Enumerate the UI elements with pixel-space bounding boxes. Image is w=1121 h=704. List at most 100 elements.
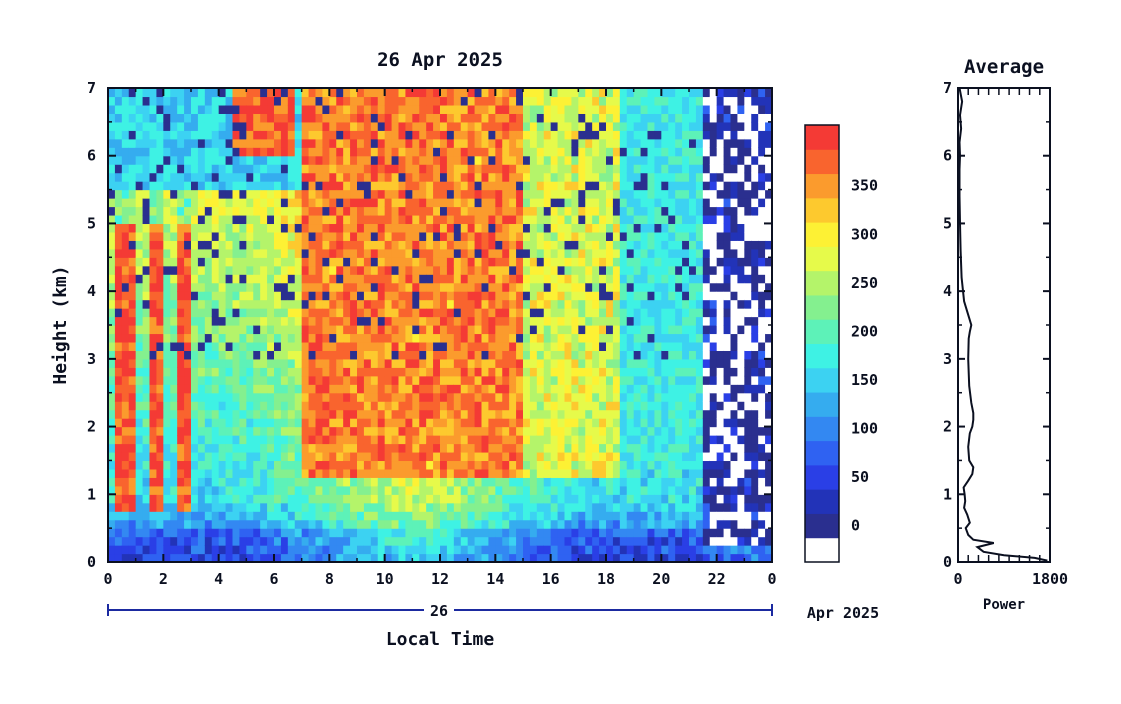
heatmap-cell <box>274 231 282 241</box>
heatmap-cell <box>661 104 669 114</box>
heatmap-cell <box>350 138 358 148</box>
heatmap-cell <box>495 299 503 309</box>
heatmap-cell <box>571 511 579 521</box>
heatmap-cell <box>550 206 559 216</box>
heatmap-cell <box>488 468 496 478</box>
heatmap-cell <box>626 418 635 428</box>
heatmap-cell <box>488 240 496 250</box>
heatmap-cell <box>661 88 669 98</box>
heatmap-cell <box>523 130 531 140</box>
heatmap-cell <box>626 274 635 284</box>
heatmap-cell <box>108 325 116 335</box>
heatmap-cell <box>619 528 628 538</box>
heatmap-cell <box>412 104 420 114</box>
heatmap-cell <box>585 553 593 563</box>
heatmap-cell <box>426 418 434 428</box>
heatmap-cell <box>433 198 441 208</box>
heatmap-cell <box>502 316 510 326</box>
heatmap-cell <box>170 519 178 529</box>
heatmap-cell <box>523 502 531 512</box>
heatmap-cell <box>274 401 282 411</box>
heatmap-cell <box>564 511 573 521</box>
heatmap-cell <box>163 536 171 546</box>
heatmap-cell <box>398 274 407 284</box>
heatmap-cell <box>612 418 621 428</box>
heatmap-cell <box>370 494 379 504</box>
heatmap-cell <box>184 435 192 445</box>
heatmap-cell <box>709 96 718 106</box>
heatmap-cell <box>135 511 144 521</box>
heatmap-cell <box>225 138 234 148</box>
heatmap-cell <box>391 392 400 402</box>
heatmap-cell <box>405 333 413 343</box>
heatmap-cell <box>695 392 704 402</box>
heatmap-cell <box>204 130 213 140</box>
heatmap-cell <box>675 375 683 385</box>
heatmap-cell <box>218 282 227 292</box>
heatmap-cell <box>633 528 642 538</box>
heatmap-cell <box>661 367 669 377</box>
heatmap-cell <box>391 181 400 191</box>
heatmap-cell <box>308 96 317 106</box>
heatmap-cell <box>322 494 330 504</box>
heatmap-cell <box>412 409 420 419</box>
heatmap-cell <box>440 536 448 546</box>
heatmap-cell <box>225 468 234 478</box>
heatmap-cell <box>626 138 635 148</box>
heatmap-cell <box>619 426 628 436</box>
heatmap-cell <box>308 341 317 351</box>
heatmap-cell <box>523 519 531 529</box>
heatmap-cell <box>274 113 282 123</box>
heatmap-cell <box>453 155 462 165</box>
heatmap-cell <box>287 240 296 250</box>
heatmap-cell <box>675 282 683 292</box>
heatmap-cell <box>626 113 635 123</box>
heatmap-cell <box>156 198 164 208</box>
heatmap-cell <box>350 401 358 411</box>
heatmap-cell <box>419 214 427 225</box>
heatmap-cell <box>488 130 496 140</box>
heatmap-cell <box>135 113 144 123</box>
heatmap-cell <box>260 409 268 419</box>
heatmap-cell <box>135 545 144 555</box>
heatmap-cell <box>474 477 483 487</box>
heatmap-cell <box>149 375 158 385</box>
heatmap-cell <box>661 299 669 309</box>
heatmap-cell <box>170 528 178 538</box>
heatmap-cell <box>633 104 642 114</box>
heatmap-cell <box>329 494 337 504</box>
heatmap-cell <box>370 443 379 453</box>
heatmap-cell <box>689 265 697 275</box>
heatmap-cell <box>564 181 573 191</box>
heatmap-cell <box>619 401 628 411</box>
heatmap-cell <box>370 435 379 445</box>
heatmap-cell <box>626 206 635 216</box>
heatmap-cell <box>211 477 220 487</box>
heatmap-cell <box>702 502 711 512</box>
heatmap-cell <box>689 164 697 174</box>
heatmap-cell <box>446 553 455 563</box>
heatmap-cell <box>204 519 213 529</box>
heatmap-cell <box>640 223 649 233</box>
heatmap-cell <box>516 88 524 98</box>
heatmap-cell <box>668 443 676 453</box>
heatmap-cell <box>654 231 662 241</box>
heatmap-cell <box>723 494 732 504</box>
heatmap-cell <box>709 367 718 377</box>
heatmap-cell <box>550 291 559 301</box>
heatmap-cell <box>239 401 247 411</box>
heatmap-cell <box>495 147 503 157</box>
heatmap-cell <box>716 502 725 512</box>
heatmap-cell <box>114 257 123 267</box>
heatmap-cell <box>156 88 164 98</box>
heatmap-cell <box>633 223 642 233</box>
heatmap-cell <box>509 181 517 191</box>
heatmap-cell <box>232 401 241 411</box>
heatmap-cell <box>308 240 317 250</box>
heatmap-cell <box>578 164 586 174</box>
heatmap-cell <box>571 502 579 512</box>
heatmap-cell <box>543 130 552 140</box>
heatmap-cell <box>626 392 635 402</box>
heatmap-cell <box>474 214 483 225</box>
heatmap-cell <box>308 291 317 301</box>
